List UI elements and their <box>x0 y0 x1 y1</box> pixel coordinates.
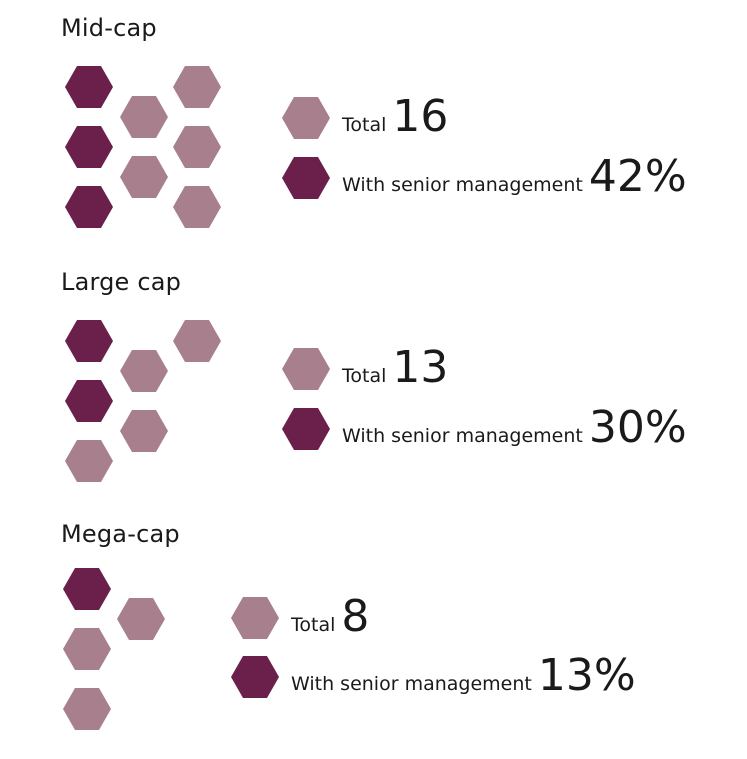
hexagon-icon <box>120 156 168 198</box>
segment-mega-cap: Mega-cap Total 8 With senior management 13… <box>0 520 747 740</box>
hexagon-icon <box>282 348 330 390</box>
hexagon-icon <box>65 126 113 168</box>
senior-value: 42% <box>588 151 687 202</box>
total-value: 8 <box>341 591 370 642</box>
hexagon-icon <box>173 66 221 108</box>
hexagon-icon <box>65 66 113 108</box>
hexagon-icon <box>63 688 111 730</box>
senior-label: With senior management <box>342 174 583 196</box>
hexagon-icon <box>282 97 330 139</box>
hexagon-icon <box>63 628 111 670</box>
hexagon-icon <box>65 320 113 362</box>
segment-mid-cap: Mid-cap Total 16 With senior management 42… <box>0 14 747 234</box>
total-label: Total <box>342 365 387 387</box>
hexagon-icon <box>65 380 113 422</box>
senior-value: 13% <box>537 650 636 701</box>
hexagon-icon <box>231 597 279 639</box>
total-value: 13 <box>392 342 449 393</box>
hexagon-icon <box>120 410 168 452</box>
hexagon-icon <box>120 350 168 392</box>
segment-large-cap: Large cap Total 13 With senior management… <box>0 268 747 488</box>
total-label: Total <box>342 114 387 136</box>
hexagon-icon <box>120 96 168 138</box>
senior-value: 30% <box>588 402 687 453</box>
total-value: 16 <box>392 91 449 142</box>
senior-label: With senior management <box>291 673 532 695</box>
hexagon-icon <box>173 186 221 228</box>
hexagon-icon <box>117 598 165 640</box>
hexagon-icon <box>65 440 113 482</box>
hexagon-icon <box>231 656 279 698</box>
hexagon-icon <box>173 126 221 168</box>
segment-title: Large cap <box>61 268 182 296</box>
hexagon-icon <box>63 568 111 610</box>
total-label: Total <box>291 614 336 636</box>
senior-label: With senior management <box>342 425 583 447</box>
segment-title: Mid-cap <box>61 14 157 42</box>
segment-title: Mega-cap <box>61 520 180 548</box>
hexagon-icon <box>65 186 113 228</box>
hexagon-icon <box>282 408 330 450</box>
hexagon-icon <box>173 320 221 362</box>
hexagon-icon <box>282 157 330 199</box>
